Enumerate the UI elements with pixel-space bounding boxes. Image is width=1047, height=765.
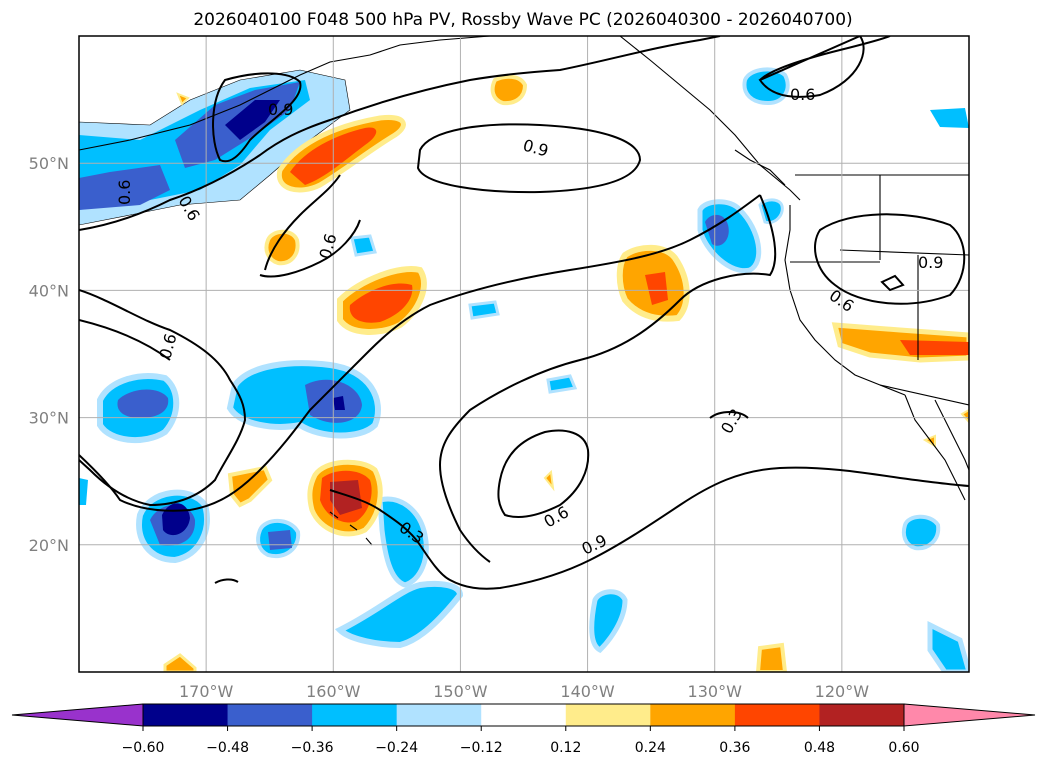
colorbar-label: −0.12 (460, 740, 503, 756)
contour-small-south (214, 578, 239, 584)
contour-label-3: 0.9 (918, 253, 943, 272)
pos-anomaly-ca-coast-core (900, 340, 969, 355)
colorbar-bin (565, 704, 651, 726)
neg-anomaly-ne-pacific-core (705, 214, 729, 246)
graticule (79, 36, 969, 672)
pv-anomaly-shading (79, 67, 969, 672)
neg-anomaly-south-130 (589, 589, 628, 654)
longitude-tick-labels: 170°W 160°W 150°W 140°W 130°W 120°W (179, 682, 869, 701)
baja (904, 394, 966, 501)
colorbar-label: 0.36 (719, 740, 750, 756)
contour-0p3-south (79, 194, 777, 563)
neg-anomaly-small-a (468, 300, 500, 320)
lon-tick-label: 160°W (306, 682, 361, 701)
contour-0p6-right (709, 411, 749, 419)
neg-anomaly-small-165 (350, 234, 377, 257)
colorbar-label: −0.36 (291, 740, 334, 756)
colorbar-label: −0.24 (375, 740, 418, 756)
pos-anomaly-135w-core (645, 272, 668, 305)
lon-tick-label: 140°W (560, 682, 615, 701)
colorbar-bin (396, 704, 482, 726)
contour-label-8: 0.6 (790, 85, 815, 104)
neg-anomaly-east-hawaii (377, 496, 429, 588)
neg-anomaly-s-edge (79, 478, 88, 505)
colorbar-label: 0.60 (888, 740, 919, 756)
colorbar-bin (143, 704, 229, 726)
colorbar-label: 0.48 (804, 740, 835, 756)
contour-0p9-central (416, 123, 642, 194)
neg-anomaly-mexico (901, 514, 941, 551)
colorbar-bin (227, 704, 313, 726)
pv-contours (79, 36, 969, 590)
pos-anomaly-tiny-a (543, 469, 555, 492)
colorbar-frame (142, 703, 905, 727)
contour-0p6-north (79, 36, 721, 231)
neg-anomaly-central-dark (333, 396, 345, 410)
contour-ring (880, 274, 905, 292)
lon-tick-label: 150°W (433, 682, 488, 701)
colorbar-label: 0.24 (635, 740, 666, 756)
pos-anomaly-top (490, 74, 528, 106)
contour-0p6-ne (758, 36, 891, 98)
neg-anomaly-se-corner (927, 620, 969, 672)
contour-0p6-big (79, 289, 247, 507)
lon-tick-label: 130°W (688, 682, 743, 701)
lat-tick-label: 30°N (29, 409, 69, 428)
contour-0p9-west (212, 72, 302, 163)
colorbar-bin (734, 704, 820, 726)
colorbar-label: 0.12 (550, 740, 581, 756)
contour-0p6-south (497, 429, 590, 518)
neg-anomaly-nw-deep1 (79, 165, 170, 210)
map-panel[interactable]: 0.9 0.9 0.9 0.6 0.6 0.6 0.6 0.6 0.6 0.6 … (78, 35, 970, 673)
coastlines (79, 36, 969, 546)
neg-anomaly-20n-core (268, 530, 292, 550)
colorbar-bin (312, 704, 398, 726)
colorbar-bin (650, 704, 736, 726)
colorbar-label: −0.48 (206, 740, 249, 756)
contour-label-5: 0.6 (115, 180, 134, 205)
pos-anomaly-168w (264, 229, 300, 266)
us-mexico-border (879, 384, 969, 406)
neg-anomaly-west-core (117, 389, 169, 418)
colorbar-bin (819, 704, 905, 726)
lat-tick-label: 20°N (29, 536, 69, 555)
pos-anomaly-25n (227, 465, 273, 508)
pos-anomaly-small-nw (176, 92, 190, 106)
bc-coast (734, 149, 786, 186)
pos-anomaly-hawaii-core (330, 480, 362, 515)
pos-anomaly-125w-south (755, 642, 788, 672)
map-frame (78, 35, 970, 673)
contour-0p9-east (814, 213, 966, 305)
lon-tick-label: 120°W (815, 682, 870, 701)
state-border-b (839, 249, 969, 256)
map-title: 2026040100 F048 500 hPa PV, Rossby Wave … (193, 10, 852, 30)
pos-anomaly-40n-core (349, 283, 413, 323)
colorbar-over-extension (903, 703, 1036, 727)
lat-tick-label: 40°N (29, 281, 69, 300)
west-coast (784, 205, 906, 396)
contour-0p6-pacific (79, 174, 341, 361)
neg-anomaly-nw-core-dark (225, 100, 280, 140)
lon-tick-label: 170°W (179, 682, 234, 701)
contour-label-1: 0.9 (268, 100, 293, 119)
alaska-coast (79, 36, 491, 151)
colorbar-bin (481, 704, 567, 726)
colorbar: −0.60 −0.48 −0.36 −0.24 −0.12 0.12 0.24 0.36 0.4… (11, 703, 1036, 756)
colorbar-label: −0.60 (122, 740, 165, 756)
contour-0p3-south-b (329, 466, 969, 590)
mexico-coast (934, 399, 969, 471)
lat-tick-label: 50°N (29, 154, 69, 173)
neg-anomaly-small-b (546, 374, 578, 394)
hawaii-islands (329, 511, 373, 546)
pos-anomaly-s-edge (163, 653, 197, 672)
alaska-panhandle (619, 36, 801, 201)
neg-anomaly-bc-coast (930, 108, 969, 128)
latitude-tick-labels: 20°N 30°N 40°N 50°N (29, 154, 69, 555)
contour-0p6-inner (259, 219, 361, 278)
colorbar-under-extension (11, 703, 144, 727)
